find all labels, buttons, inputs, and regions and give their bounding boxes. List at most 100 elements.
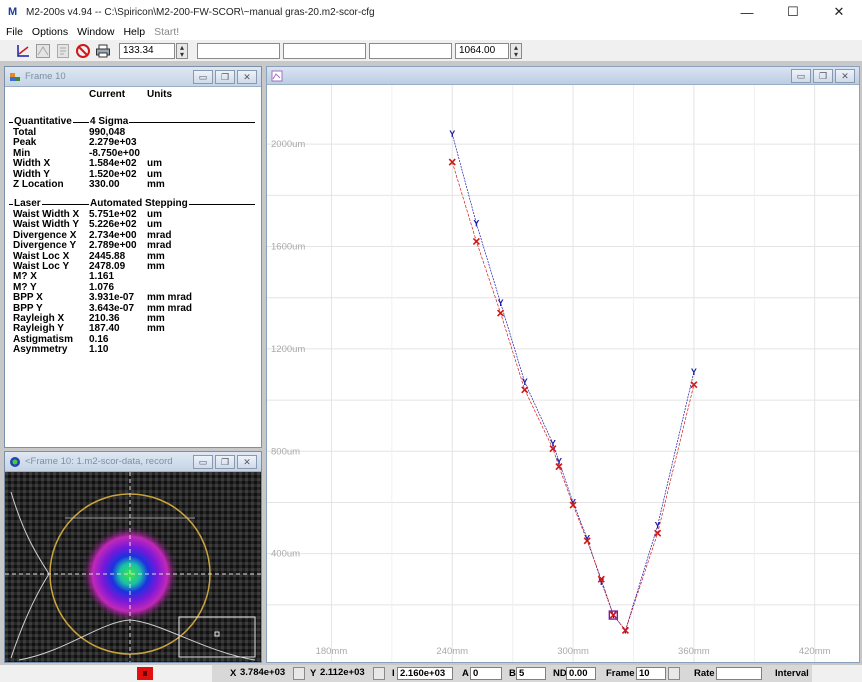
quant-value: 0.16: [89, 333, 109, 345]
frame-minimize-button[interactable]: ▭: [193, 70, 213, 84]
data-point-y[interactable]: Y: [655, 520, 661, 530]
data-point-x[interactable]: [555, 463, 563, 471]
menu-options[interactable]: Options: [31, 26, 69, 38]
quant-value: 2.734e+00: [89, 229, 137, 241]
status-i-value: 2.160e+03: [397, 667, 453, 680]
toolbar-field-3[interactable]: [283, 43, 366, 59]
menu-start[interactable]: Start!: [154, 26, 180, 38]
m2-plot-frame-header[interactable]: ▭ ❐ ✕: [267, 67, 859, 85]
quant-value: 990,048: [89, 127, 126, 138]
data-point-y[interactable]: Y: [449, 129, 455, 139]
menu-help[interactable]: Help: [123, 26, 146, 38]
quant-row: Astigmatism 0.16: [5, 333, 255, 345]
frame-beam-icon: [9, 456, 21, 468]
quant-unit: mm: [147, 261, 165, 272]
beam-profile-image[interactable]: [5, 472, 261, 662]
maximize-button[interactable]: ☐: [787, 4, 799, 19]
quant-label: Waist Width X: [13, 209, 80, 220]
frame-close-button[interactable]: ✕: [835, 69, 855, 83]
data-point-x[interactable]: [472, 237, 480, 245]
report-icon: [57, 44, 69, 58]
quant-row: Divergence Y 2.789e+00 mrad: [5, 241, 255, 251]
frame-close-button[interactable]: ✕: [237, 70, 257, 84]
beam-width-spinner[interactable]: ▴ ▾: [176, 43, 188, 59]
data-point-y[interactable]: Y: [598, 577, 604, 587]
quant-value: 187.40: [89, 323, 120, 335]
frame-minimize-button[interactable]: ▭: [791, 69, 811, 83]
quant-row: Total 990,048: [5, 128, 255, 138]
quant-row: M? X 1.161: [5, 272, 255, 282]
wavelength-field[interactable]: 1064.00: [455, 43, 509, 59]
data-point-x[interactable]: [609, 611, 617, 619]
quant-label: Divergence X: [13, 229, 77, 241]
data-point-x[interactable]: [497, 309, 505, 317]
y-tick-label: 2000um: [271, 139, 305, 150]
beam-image-frame: <Frame 10: 1.m2-scor-data, record ... ▭ …: [4, 451, 262, 663]
data-point-y[interactable]: Y: [473, 219, 479, 229]
data-point-y[interactable]: Y: [584, 533, 590, 543]
data-point-x[interactable]: [583, 537, 591, 545]
quant-row: Min -8.750e+00: [5, 147, 255, 159]
axis-chart-button[interactable]: [14, 42, 32, 60]
status-bar: X 3.784e+03 Y 2.112e+03 I 2.160e+03 A 0 …: [0, 665, 862, 682]
wavelength-spinner[interactable]: ▴ ▾: [510, 43, 522, 59]
title-bar: M M2-200s v4.94 -- C:\Spiricon\M2-200-FW…: [0, 0, 862, 24]
toolbar-field-2[interactable]: [197, 43, 280, 59]
m2-caustic-plot[interactable]: 180mm 240mm 300mm 360mm 420mm 400um 800um 1200u…: [267, 85, 859, 662]
close-button[interactable]: ✕: [833, 4, 845, 19]
status-y-value: 2.112e+03: [320, 667, 365, 678]
quant-value: -8.750e+00: [89, 147, 140, 159]
toolbar-field-4[interactable]: [369, 43, 452, 59]
series-line-y: [451, 133, 695, 632]
report-button[interactable]: [54, 42, 72, 60]
x-tick-label: 420mm: [799, 646, 831, 657]
frame-restore-button[interactable]: ❐: [215, 455, 235, 469]
beam-plot-button[interactable]: [34, 42, 52, 60]
status-frame-value[interactable]: 10: [636, 667, 666, 680]
x-tick-label: 180mm: [316, 646, 348, 657]
status-y-spinner[interactable]: [373, 667, 385, 680]
quantitative-frame-header[interactable]: Frame 10 ▭ ❐ ✕: [5, 67, 261, 87]
print-button[interactable]: [94, 42, 112, 60]
data-point-y[interactable]: Y: [691, 367, 697, 377]
beam-image-frame-header[interactable]: <Frame 10: 1.m2-scor-data, record ... ▭ …: [5, 452, 261, 472]
data-point-y[interactable]: Y: [556, 457, 562, 467]
data-point-y[interactable]: Y: [550, 439, 556, 449]
stop-button[interactable]: [74, 42, 92, 60]
data-point-y[interactable]: Y: [498, 298, 504, 308]
data-point-x[interactable]: [654, 529, 662, 537]
quant-label: Divergence Y: [13, 240, 77, 252]
data-point-x[interactable]: [549, 445, 557, 453]
data-point-x[interactable]: [597, 575, 605, 583]
y-tick-label: 1200um: [271, 344, 305, 355]
menu-window[interactable]: Window: [77, 26, 115, 38]
beam-width-field[interactable]: 133.34: [119, 43, 175, 59]
data-point-x[interactable]: [448, 158, 456, 166]
data-point-x[interactable]: [521, 386, 529, 394]
section-laser-label: Laser: [13, 198, 42, 209]
quant-label: Total: [13, 127, 37, 138]
data-point-x[interactable]: [569, 501, 577, 509]
quant-row: Width Y 1.520e+02 um: [5, 169, 255, 180]
data-point-y[interactable]: Y: [522, 377, 528, 387]
frame-close-button[interactable]: ✕: [237, 455, 257, 469]
x-tick-label: 240mm: [436, 646, 468, 657]
status-frame-spinner[interactable]: [668, 667, 680, 680]
minimize-button[interactable]: —: [740, 4, 754, 20]
status-x-spinner[interactable]: [293, 667, 305, 680]
data-point-y[interactable]: Y: [570, 497, 576, 507]
quant-value: 2.279e+03: [89, 137, 137, 149]
data-point-x[interactable]: [621, 626, 629, 634]
quant-row: Waist Width X 5.751e+02 um: [5, 210, 255, 220]
menu-file[interactable]: File: [6, 26, 23, 38]
quant-unit: mrad: [147, 240, 172, 252]
inset-marker: [214, 631, 220, 637]
data-point-x[interactable]: [690, 381, 698, 389]
beam-plot-icon: [36, 44, 50, 58]
frame-restore-button[interactable]: ❐: [215, 70, 235, 84]
quant-label: BPP X: [13, 292, 43, 304]
m2-plot-frame: ▭ ❐ ✕ 180mm 240mm 300mm 360mm 420mm 400um 800u…: [266, 66, 860, 663]
frame-minimize-button[interactable]: ▭: [193, 455, 213, 469]
frame-restore-button[interactable]: ❐: [813, 69, 833, 83]
quant-value: 1.076: [89, 281, 115, 293]
